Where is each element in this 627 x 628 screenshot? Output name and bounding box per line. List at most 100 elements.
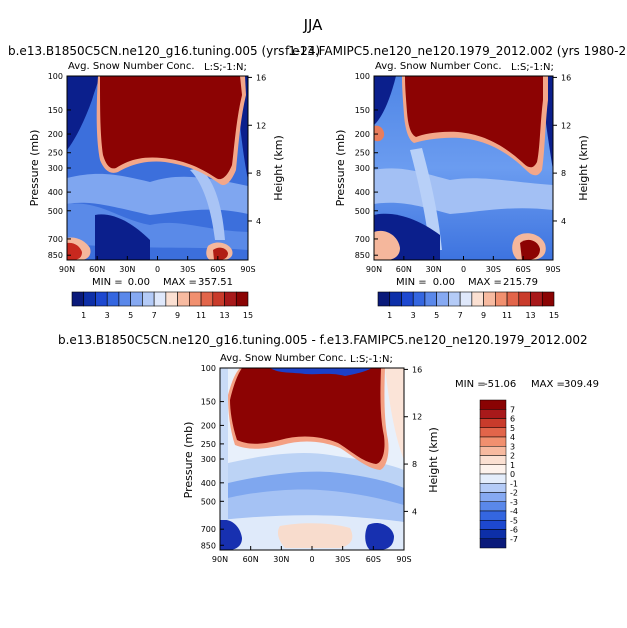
panel-3-colorbar-label: 1: [510, 461, 515, 470]
panel-1-colorbar-label: 7: [152, 311, 157, 320]
panel-2-colorbar-box: [389, 291, 402, 307]
panel-3-peach-low: [277, 523, 353, 548]
panel-2-min-value: 0.00: [433, 277, 455, 288]
panel-2-blob-left-spot: [374, 125, 385, 142]
panel-1-colorbar-box: [106, 291, 120, 307]
panel-3-colorbar-box: [479, 520, 507, 530]
panel-1-xtick-label: 90N: [59, 265, 75, 274]
panel-1-ytick-label: 500: [48, 207, 63, 216]
panel-1-y2label: Height (km): [272, 135, 285, 201]
panel-2-colorbar-box: [518, 291, 531, 307]
panel-3-colorbar-box: [479, 409, 507, 419]
panel-1-xtick-label: 60N: [89, 265, 105, 274]
panel-3-colorbar-box: [479, 483, 507, 493]
panel-2: f.e13.FAMIPC5.ne120_ne120.1979_2012.002 …: [285, 44, 626, 320]
panel-2-core: [405, 76, 543, 168]
panel-2-colorbar-label: 9: [481, 311, 486, 320]
panel-1-colorbar-label: 11: [196, 311, 206, 320]
panel-1-xtick-label: 0: [155, 265, 160, 274]
panel-1-ytick-label: 200: [48, 130, 63, 139]
panel-1-y2tick-label: 16: [256, 73, 266, 82]
panel-2-colorbar-box: [412, 291, 426, 307]
panel-3-max-label: MAX =: [531, 379, 565, 390]
panel-3-colorbar-label: -7: [510, 535, 518, 544]
panel-2-colorbar-box: [541, 291, 555, 307]
panel-3-y2tick-label: 12: [412, 413, 422, 422]
panel-2-colorbar-label: 3: [411, 311, 416, 320]
panel-1-colorbar-box: [212, 291, 225, 307]
panel-2-colorbar-box: [448, 291, 461, 307]
panel-1-colorbar-box: [95, 291, 108, 307]
panel-2-xtick-label: 30N: [426, 265, 442, 274]
panel-2-colorbar-box: [530, 291, 543, 307]
panel-3-colorbar-label: -5: [510, 516, 518, 525]
panel-2-min-label: MIN =: [396, 277, 427, 288]
panel-1-colorbar-label: 9: [175, 311, 180, 320]
panel-1-xtick-label: 30S: [180, 265, 195, 274]
panel-1-ytick-label: 300: [48, 164, 63, 173]
panel-3-y2tick-label: 4: [412, 507, 417, 516]
panel-1-colorbar-box: [130, 291, 143, 307]
panel-2-colorbar-label: 11: [502, 311, 512, 320]
panel-2-run-title: f.e13.FAMIPC5.ne120_ne120.1979_2012.002 …: [285, 44, 626, 58]
panel-3-colorbar-box: [479, 510, 507, 521]
panel-3-max-value: 309.49: [564, 379, 599, 390]
season-title: JJA: [303, 16, 324, 34]
panel-3-colorbar-box: [479, 399, 507, 410]
panel-2-xtick-label: 90N: [366, 265, 382, 274]
panel-2-colorbar-box: [436, 291, 449, 307]
panel-3-field: [220, 368, 404, 550]
panel-3-min-value: -51.06: [484, 379, 516, 390]
panel-3-colorbar-label: 2: [510, 452, 515, 461]
panel-2-xtick-label: 30S: [486, 265, 501, 274]
panel-2-ytick-label: 400: [355, 188, 370, 197]
panel-3-colorbar-label: -4: [510, 507, 518, 516]
panel-3-ytick-label: 500: [201, 497, 216, 506]
panel-1-ytick-label: 700: [48, 235, 63, 244]
panel-3-colorbar-box: [479, 446, 507, 456]
panel-1-xtick-label: 60S: [210, 265, 225, 274]
panel-3-colorbar-label: 6: [510, 415, 515, 424]
panel-2-y2label: Height (km): [577, 135, 590, 201]
panel-2-colorbar-label: 7: [458, 311, 463, 320]
panel-2-field: [374, 76, 553, 260]
panel-3-ytick-label: 200: [201, 421, 216, 430]
panel-1-colorbar-box: [189, 291, 202, 307]
panel-1-subtitle: Avg. Snow Number Conc.: [68, 61, 195, 72]
panel-2-y2tick-label: 12: [561, 121, 571, 130]
panel-3-right-pale: [385, 368, 404, 460]
panel-2-ytick-label: 150: [355, 106, 370, 115]
panel-2-xtick-label: 60N: [396, 265, 412, 274]
panel-2-ytick-label: 700: [355, 235, 370, 244]
panel-3-colorbar-label: 0: [510, 470, 515, 479]
panel-3-top-blue: [270, 368, 372, 376]
panel-2-stripe: [410, 148, 442, 250]
panel-3-colorbar-box: [479, 464, 507, 475]
panel-3-ylabel: Pressure (mb): [182, 422, 195, 499]
panel-2-colorbar-label: 1: [387, 311, 392, 320]
panel-3-ytick-label: 850: [201, 541, 216, 550]
panel-2-colorbar-box: [506, 291, 520, 307]
panel-1-xtick-label: 30N: [119, 265, 135, 274]
panel-1-min-label: MIN =: [92, 277, 123, 288]
panel-3-axes: 100 150 200 250 300 400 500 700 850 90N 60N 30N 0 30S…: [201, 364, 422, 564]
panel-2-colorbar-label: 15: [549, 311, 559, 320]
panel-2-colorbar-box: [471, 291, 484, 307]
panel-3-run-title: b.e13.B1850C5CN.ne120_g16.tuning.005 - f…: [58, 333, 588, 347]
panel-1-colorbar-box: [177, 291, 190, 307]
panel-2-colorbar-box: [495, 291, 508, 307]
panel-2-colorbar-label: 13: [525, 311, 535, 320]
panel-1-colorbar-box: [165, 291, 178, 307]
panel-1-colorbar: 1 3 5 7 9 11 13 15: [71, 291, 253, 320]
panel-3-xtick-label: 60S: [366, 555, 381, 564]
panel-3-colorbar-box: [479, 418, 507, 428]
panel-1-ytick-label: 100: [48, 72, 63, 81]
panel-3-colorbar-label: 7: [510, 405, 515, 414]
panel-1-blob-right-core: [213, 247, 228, 260]
panel-1-max-label: MAX =: [163, 277, 197, 288]
panel-1-ytick-label: 150: [48, 106, 63, 115]
panel-2-ytick-label: 500: [355, 207, 370, 216]
panel-1-ytick-label: 250: [48, 149, 63, 158]
panel-1-stripe-light: [190, 168, 225, 240]
